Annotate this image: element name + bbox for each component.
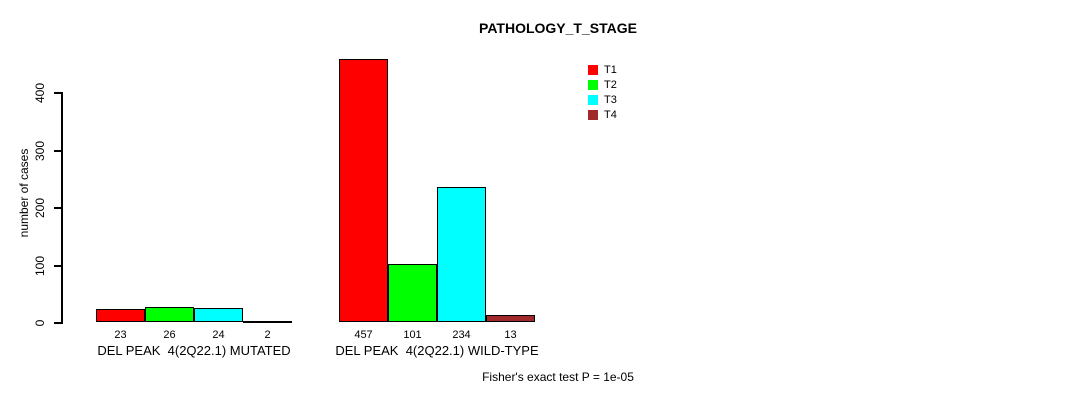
- category-label: DEL PEAK 4(2Q22.1) WILD-TYPE: [335, 343, 539, 358]
- legend-label-t3: T3: [604, 94, 617, 106]
- bar-t4-group1: [243, 320, 292, 323]
- legend-label-t1: T1: [604, 64, 617, 76]
- y-tick-label: 0: [33, 319, 47, 327]
- y-tick-label: 400: [33, 82, 47, 104]
- y-tick: [54, 264, 61, 267]
- bar-value-label: 23: [114, 329, 127, 341]
- bar-t4-group2: [486, 314, 535, 322]
- legend-label-t2: T2: [604, 79, 617, 91]
- bar-t2-group1: [145, 307, 194, 322]
- legend-swatch-t1: [588, 65, 598, 75]
- bar-value-label: 2: [264, 329, 271, 341]
- bar-t3-group2: [437, 187, 486, 322]
- y-axis-label: number of cases: [17, 148, 31, 238]
- bar-value-label: 101: [403, 329, 422, 341]
- bar-value-label: 13: [504, 329, 517, 341]
- legend-swatch-t3: [588, 95, 598, 105]
- legend-swatch-t4: [588, 110, 598, 120]
- category-label: DEL PEAK 4(2Q22.1) MUTATED: [97, 343, 291, 358]
- bar-t3-group1: [194, 308, 243, 322]
- legend-label-t4: T4: [604, 109, 617, 121]
- bar-value-label: 457: [354, 329, 373, 341]
- y-tick-label: 100: [33, 255, 47, 276]
- y-tick-label: 300: [33, 140, 47, 161]
- legend-swatch-t2: [588, 80, 598, 90]
- y-tick: [54, 322, 61, 324]
- bar-t2-group2: [388, 263, 437, 322]
- y-tick: [54, 207, 61, 209]
- fisher-test-annotation: Fisher's exact test P = 1e-05: [482, 370, 634, 384]
- y-axis-line: [61, 92, 63, 324]
- bar-value-label: 24: [212, 329, 225, 341]
- y-tick: [54, 149, 61, 152]
- y-tick: [54, 92, 61, 94]
- bar-t1-group1: [96, 308, 145, 322]
- y-tick-label: 200: [33, 197, 47, 219]
- chart-title: PATHOLOGY_T_STAGE: [479, 20, 637, 36]
- bar-value-label: 26: [163, 329, 176, 341]
- bar-value-label: 234: [452, 329, 471, 341]
- bar-t1-group2: [339, 59, 388, 322]
